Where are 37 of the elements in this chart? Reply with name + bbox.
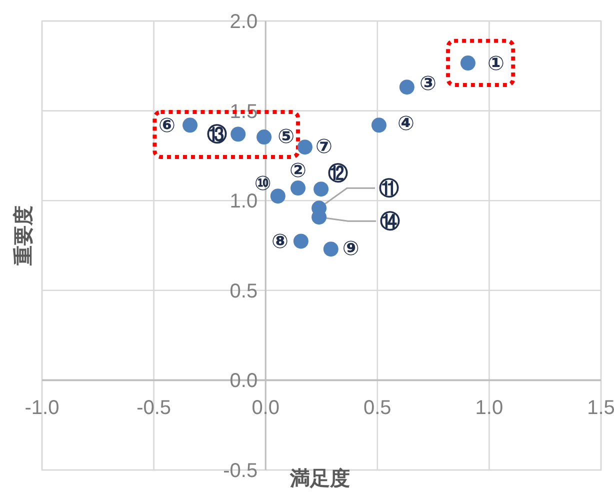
annotation: ③	[419, 73, 436, 96]
point	[270, 188, 286, 204]
point	[290, 180, 306, 196]
y-tick-label: -0.5	[223, 460, 258, 482]
point	[182, 118, 198, 133]
annotation: ⑬	[207, 124, 228, 146]
point	[371, 118, 386, 133]
x-tick-label: 0.0	[252, 397, 280, 420]
annotation: ④	[397, 113, 414, 136]
annotation: ⑫	[328, 163, 348, 186]
x-axis-title: 満足度	[289, 467, 350, 490]
point	[297, 140, 312, 155]
x-tick-label: -0.5	[136, 397, 172, 420]
point	[460, 56, 476, 71]
annotation: ⑤	[278, 126, 295, 148]
y-tick-label: 2.0	[230, 11, 258, 33]
point	[230, 126, 246, 142]
x-tick-label: 1.5	[587, 397, 614, 420]
point	[256, 130, 272, 145]
annotation: ⑪	[379, 178, 400, 200]
x-tick-label: 1.0	[475, 397, 504, 420]
x-tick-label: 0.5	[363, 397, 392, 420]
annotation: ⑧	[271, 231, 288, 254]
annotation: ⑭	[380, 211, 400, 234]
annotation: ②	[290, 160, 306, 182]
point	[323, 242, 338, 257]
annotation: ⑦	[315, 136, 332, 158]
y-axis-title: 重要度	[12, 206, 35, 266]
point	[399, 80, 414, 95]
annotation: ⑨	[342, 238, 360, 260]
y-tick-label: 0.5	[230, 280, 258, 302]
annotation: ⑥	[158, 115, 176, 138]
point	[293, 234, 308, 249]
point	[314, 182, 329, 197]
annotation: ①	[487, 53, 504, 76]
y-tick-label: 0.0	[230, 370, 258, 392]
x-tick-label: -1.0	[24, 397, 60, 420]
